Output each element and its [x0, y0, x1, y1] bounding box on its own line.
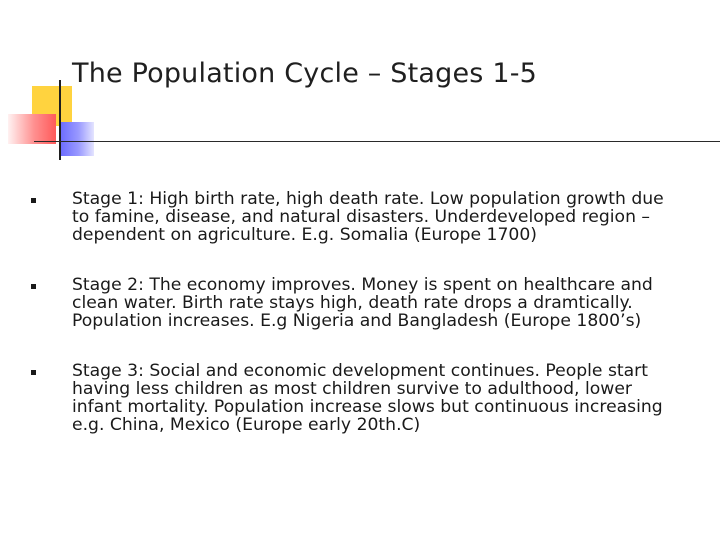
bullet-marker [31, 198, 36, 203]
bullet-line: to famine, disease, and natural disaster… [72, 207, 651, 227]
bullet-stage-1: Stage 1: High birth rate, high death rat… [28, 190, 720, 244]
title-underline [34, 141, 720, 142]
bullet-stage-3: Stage 3: Social and economic development… [28, 362, 720, 434]
slide-title: The Population Cycle – Stages 1-5 [72, 58, 538, 89]
bullet-line: e.g. China, Mexico (Europe early 20th.C) [72, 415, 421, 435]
decor-red-square [8, 114, 56, 144]
bullet-line: Stage 3: Social and economic development… [72, 361, 648, 381]
bullet-line: Stage 2: The economy improves. Money is … [72, 275, 653, 295]
bullet-line: Population increases. E.g Nigeria and Ba… [72, 311, 642, 331]
bullet-marker [31, 370, 36, 375]
bullet-line: having less children as most children su… [72, 379, 632, 399]
bullet-line: infant mortality. Population increase sl… [72, 397, 663, 417]
decor-vertical-line [59, 80, 61, 160]
bullet-line: dependent on agriculture. E.g. Somalia (… [72, 225, 538, 245]
bullet-marker [31, 284, 36, 289]
bullet-stage-2: Stage 2: The economy improves. Money is … [28, 276, 720, 330]
bullet-line: clean water. Birth rate stays high, deat… [72, 293, 633, 313]
decor-blue-square [60, 122, 94, 156]
bullet-line: Stage 1: High birth rate, high death rat… [72, 189, 664, 209]
